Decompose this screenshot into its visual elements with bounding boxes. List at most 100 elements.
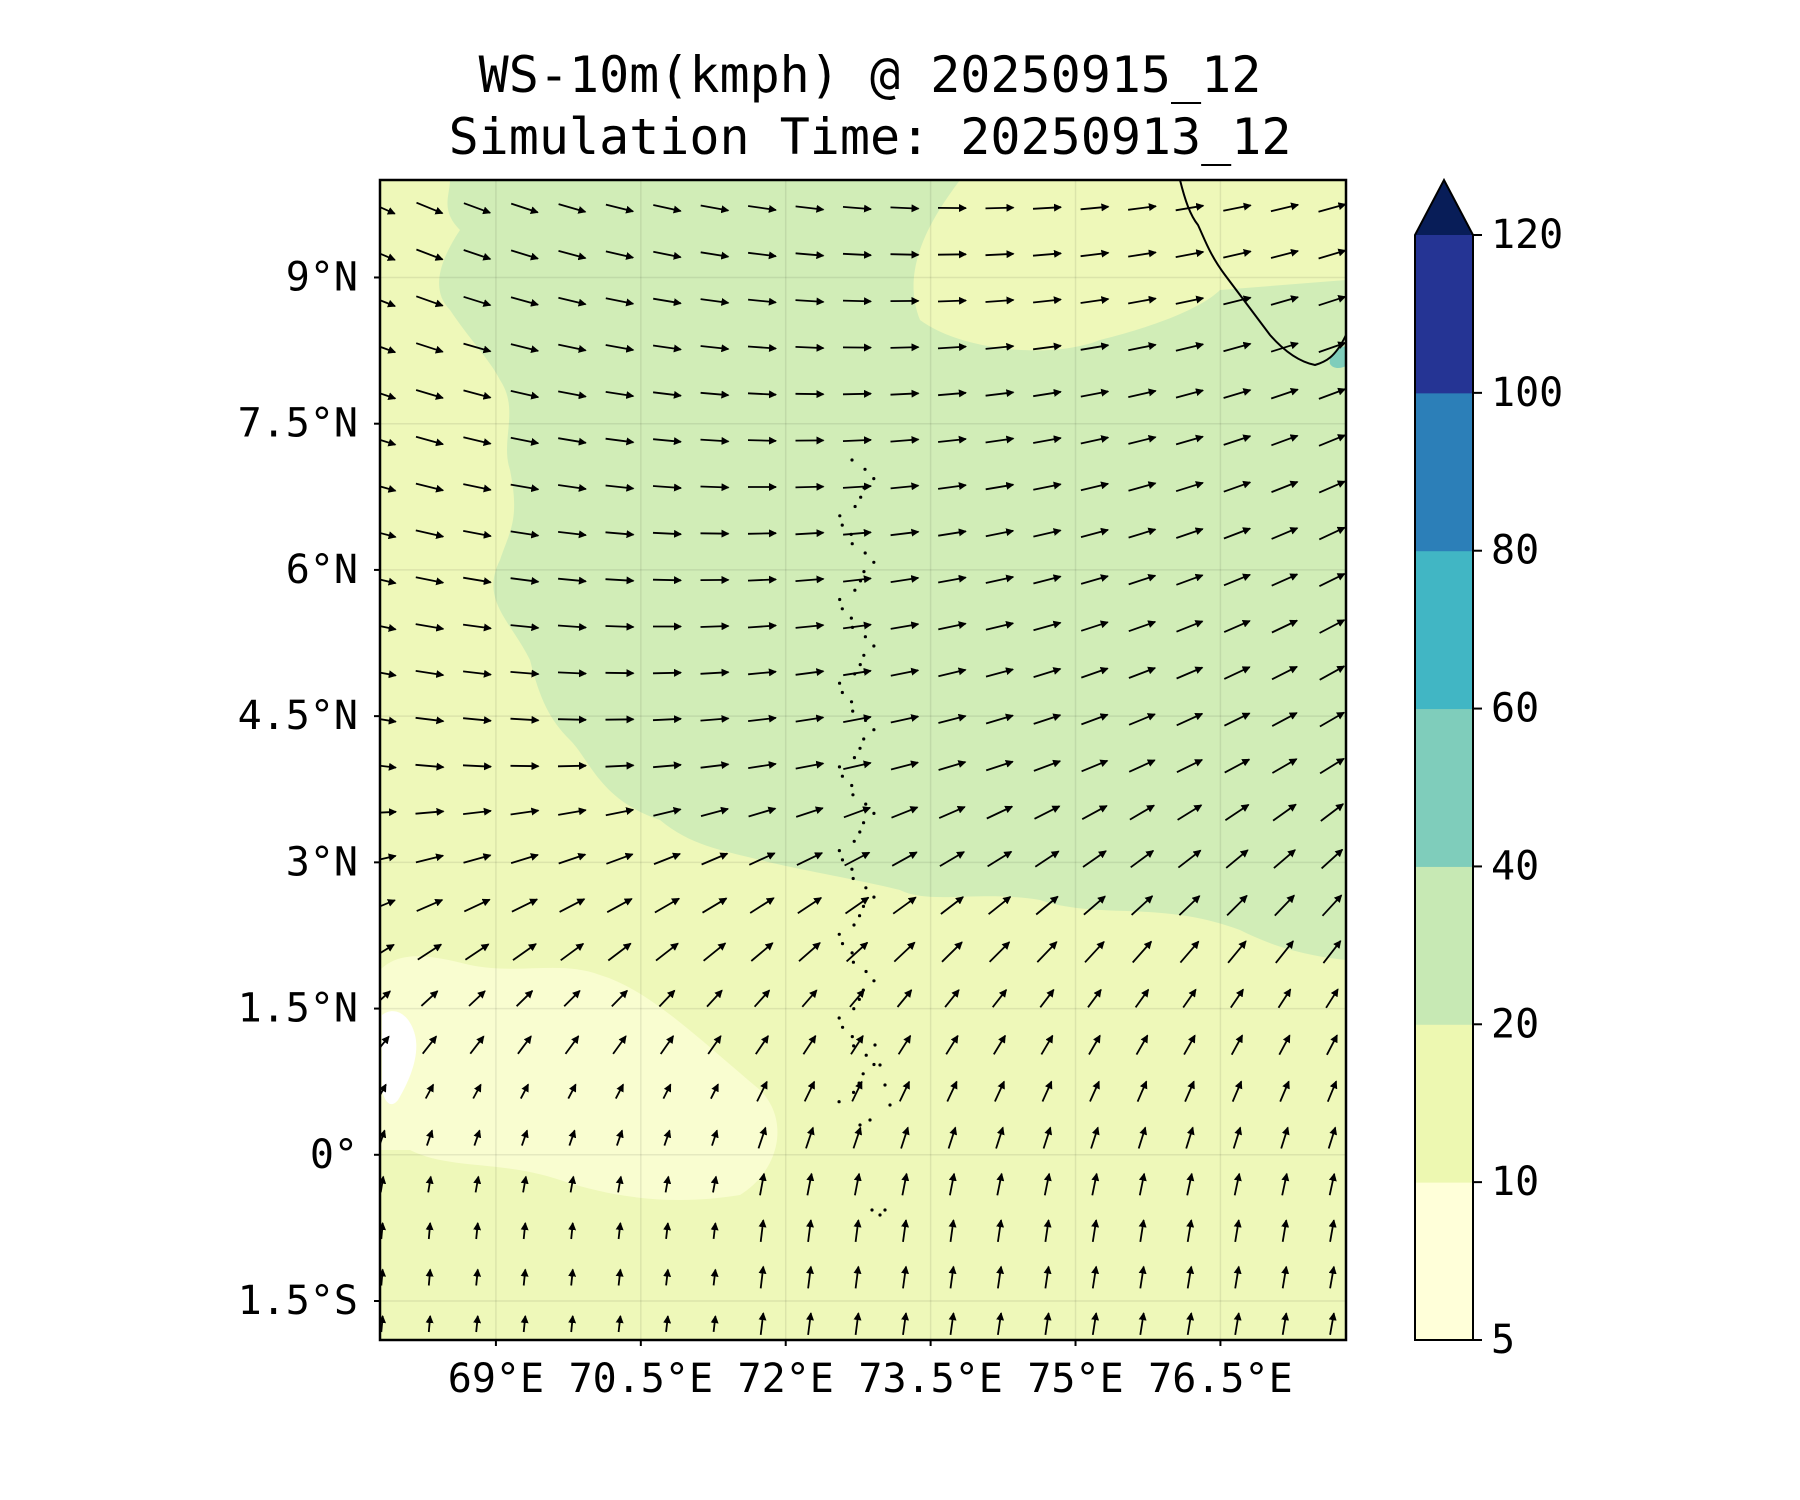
atoll-dot bbox=[857, 914, 862, 918]
wind-arrow bbox=[520, 1175, 529, 1193]
wind-arrow bbox=[653, 852, 681, 865]
wind-arrow bbox=[568, 1129, 577, 1146]
wind-arrow bbox=[653, 250, 682, 260]
wind-arrow bbox=[937, 343, 967, 352]
wind-arrow bbox=[380, 853, 397, 862]
wind-arrow bbox=[1178, 895, 1201, 916]
wind-arrow bbox=[710, 1083, 719, 1100]
wind-arrow bbox=[380, 670, 397, 679]
wind-arrow bbox=[1325, 988, 1339, 1009]
wind-arrow bbox=[941, 941, 963, 963]
wind-arrow bbox=[380, 1035, 390, 1049]
wind-arrow bbox=[795, 668, 825, 677]
wind-arrow bbox=[605, 250, 635, 260]
wind-arrow bbox=[985, 250, 1015, 259]
wind-arrow bbox=[988, 896, 1012, 915]
wind-arrow bbox=[1080, 249, 1110, 258]
lat-tick-label: 7.5°N bbox=[238, 401, 358, 447]
wind-arrow bbox=[463, 853, 492, 864]
wind-arrow bbox=[700, 668, 730, 677]
wind-arrow bbox=[850, 1034, 864, 1055]
wind-arrow bbox=[1033, 759, 1062, 772]
wind-arrow bbox=[653, 204, 682, 214]
wind-arrow bbox=[652, 390, 682, 399]
wind-arrow bbox=[842, 297, 872, 306]
title-line-1: WS-10m(kmph) @ 20250915_12 bbox=[478, 46, 1262, 104]
wind-arrow bbox=[1127, 203, 1157, 212]
wind-arrow bbox=[937, 482, 967, 491]
wind-arrow bbox=[462, 623, 492, 632]
wind-arrow bbox=[996, 1219, 1005, 1243]
wind-arrow bbox=[1280, 1126, 1290, 1149]
wind-arrow bbox=[994, 1080, 1005, 1102]
wind-arrow bbox=[700, 436, 730, 445]
wind-arrow bbox=[1224, 758, 1251, 774]
wind-arrow bbox=[1223, 434, 1252, 446]
wind-arrow bbox=[802, 1034, 817, 1055]
atoll-dot bbox=[864, 1053, 868, 1057]
wind-arrow bbox=[1033, 528, 1062, 538]
atoll-dot bbox=[872, 979, 876, 983]
lat-tick-label: 4.5°N bbox=[238, 693, 358, 739]
wind-arrow bbox=[1138, 1312, 1147, 1336]
wind-arrow bbox=[706, 989, 723, 1008]
wind-arrow bbox=[939, 851, 965, 867]
wind-arrow bbox=[795, 251, 825, 260]
wind-arrow bbox=[1135, 1034, 1149, 1056]
wind-arrow bbox=[1271, 527, 1299, 540]
wind-arrow bbox=[615, 1222, 624, 1240]
wind-arrow bbox=[1081, 759, 1109, 773]
wind-arrow bbox=[605, 437, 635, 446]
wind-arrow bbox=[700, 344, 730, 353]
wind-arrow bbox=[420, 990, 439, 1007]
wind-arrow bbox=[607, 942, 632, 962]
wind-arrow bbox=[993, 1034, 1006, 1055]
wind-arrow bbox=[426, 1129, 434, 1146]
wind-arrow bbox=[380, 345, 397, 354]
atoll-dot bbox=[849, 616, 853, 620]
wind-arrow bbox=[795, 575, 825, 584]
wind-arrow bbox=[1274, 894, 1295, 917]
wind-arrow bbox=[795, 297, 825, 306]
wind-arrow bbox=[463, 249, 492, 261]
wind-arrow bbox=[468, 990, 486, 1007]
atoll-dot bbox=[850, 458, 854, 462]
wind-arrow bbox=[1080, 388, 1110, 398]
stronger-wind-region bbox=[439, 180, 1346, 960]
wind-arrow bbox=[890, 204, 920, 213]
wind-arrow bbox=[891, 851, 918, 867]
wind-arrow bbox=[653, 761, 682, 770]
wind-arrow bbox=[755, 1035, 769, 1055]
wind-arrow bbox=[415, 342, 444, 354]
wind-arrow bbox=[1271, 480, 1299, 493]
wind-arrow bbox=[1176, 620, 1204, 633]
wind-arrow bbox=[1233, 1312, 1242, 1336]
wind-arrow bbox=[892, 896, 917, 915]
wind-arrow bbox=[1080, 527, 1109, 538]
atoll-dot bbox=[837, 765, 842, 769]
wind-arrow bbox=[1137, 1126, 1148, 1149]
wind-arrow bbox=[1226, 894, 1248, 917]
wind-arrow bbox=[1233, 1265, 1242, 1289]
atoll-dot bbox=[863, 467, 867, 471]
wind-arrow bbox=[606, 898, 633, 913]
wind-arrow bbox=[747, 714, 777, 723]
wind-arrow bbox=[415, 482, 445, 493]
wind-arrow bbox=[843, 714, 872, 723]
colorbar-tick-label: 120 bbox=[1491, 212, 1563, 258]
atoll-dot bbox=[858, 746, 862, 750]
wind-arrow bbox=[510, 576, 540, 585]
wind-arrow bbox=[1278, 1034, 1291, 1056]
wind-arrow bbox=[795, 621, 825, 630]
wind-arrow bbox=[1326, 1080, 1338, 1103]
wind-arrow bbox=[1270, 202, 1300, 213]
wind-arrow bbox=[663, 1315, 672, 1333]
wind-arrow bbox=[700, 251, 730, 260]
wind-arrow bbox=[380, 899, 396, 908]
wind-arrow bbox=[853, 1172, 862, 1196]
wind-arrow bbox=[1091, 1312, 1100, 1336]
wind-arrow bbox=[1136, 1080, 1148, 1102]
atoll-dot bbox=[857, 997, 861, 1002]
atoll-dot bbox=[851, 960, 856, 964]
wind-arrow bbox=[1032, 203, 1062, 212]
